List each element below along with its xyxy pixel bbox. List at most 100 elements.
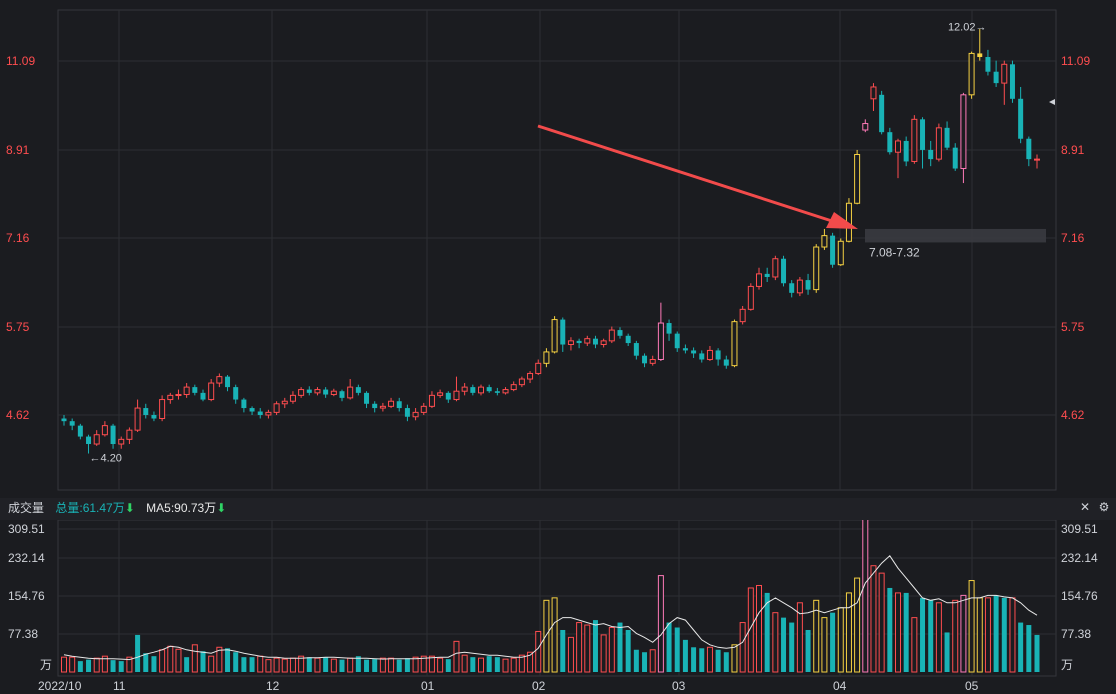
candle: [649, 355, 656, 366]
price-axis-label-right: 4.62: [1061, 408, 1085, 422]
volume-bar: [625, 629, 631, 672]
candle-body: [706, 349, 713, 360]
volume-bar: [928, 600, 934, 672]
time-axis-label: 02: [532, 679, 546, 693]
time-axis-label: 04: [833, 679, 847, 693]
candle: [126, 427, 133, 445]
candle: [183, 383, 190, 398]
candle-body: [372, 403, 378, 409]
volume-bar: [249, 657, 255, 672]
candle: [167, 392, 174, 404]
candle-body: [420, 405, 427, 413]
candle-body: [608, 329, 615, 342]
candle-body: [830, 235, 836, 265]
volume-bar: [314, 657, 321, 673]
volume-bar: [339, 659, 345, 672]
candle-body: [445, 392, 451, 400]
candle: [364, 391, 370, 409]
volume-bar: [968, 580, 975, 673]
volume-bar: [649, 649, 656, 673]
candle-body: [576, 340, 582, 344]
volume-bar: [151, 656, 157, 672]
candle: [576, 338, 582, 349]
volume-bar: [289, 657, 296, 673]
candle: [396, 397, 402, 412]
candle: [633, 340, 639, 360]
candle-body: [502, 389, 509, 394]
candle: [772, 255, 779, 281]
volume-bar: [200, 651, 206, 672]
volume-ma5: MA5:90.73万⬇: [146, 501, 227, 515]
volume-bar: [159, 649, 166, 673]
candle: [470, 384, 476, 396]
candle-body: [682, 348, 688, 351]
volume-bar: [437, 657, 444, 673]
candle: [118, 436, 125, 449]
candle: [478, 384, 484, 396]
candle-body: [796, 279, 803, 294]
candle: [314, 387, 321, 396]
candle: [86, 434, 92, 454]
candle: [420, 402, 427, 415]
candle-body: [208, 382, 215, 401]
volume-bar: [86, 659, 92, 672]
candle-body: [649, 358, 656, 364]
candle-body: [1009, 64, 1015, 99]
candle: [845, 198, 852, 243]
candle-body: [428, 394, 435, 407]
candle-body: [143, 408, 149, 415]
volume-panel-frame: [57, 519, 1057, 677]
volume-bar: [764, 592, 770, 672]
candle: [225, 375, 231, 392]
volume-bar: [379, 657, 386, 673]
price-axis-label-right: 11.09: [1061, 54, 1091, 68]
candle-body: [584, 338, 591, 344]
volume-bar: [845, 592, 852, 673]
gear-icon[interactable]: ⚙: [1098, 500, 1110, 514]
time-axis-label: 03: [672, 679, 686, 693]
candle-body: [879, 94, 885, 133]
volume-bar: [101, 655, 108, 673]
candle-body: [412, 411, 419, 418]
volume-bar: [617, 622, 623, 672]
time-axis-label: 01: [421, 679, 435, 693]
candle-body: [944, 127, 950, 148]
candle: [110, 423, 116, 449]
volume-bar: [830, 612, 836, 672]
candle-body: [364, 392, 370, 404]
candle: [567, 337, 574, 351]
volume-bar: [642, 652, 648, 672]
down-arrow-icon: ⬇: [124, 501, 135, 515]
candle-body: [699, 353, 705, 360]
volume-unit-right: 万: [1061, 658, 1074, 672]
volume-bar: [510, 657, 517, 673]
price-axis-label-left: 7.16: [6, 231, 30, 245]
volume-bar: [453, 640, 460, 673]
price-range-box: [865, 228, 1046, 243]
volume-bar: [143, 653, 149, 672]
volume-bar: [216, 646, 223, 673]
candle: [895, 138, 901, 179]
candle: [837, 238, 844, 266]
candle-body: [281, 400, 288, 405]
candle: [600, 338, 607, 348]
candle: [404, 404, 410, 422]
candle: [208, 379, 215, 402]
candle: [985, 49, 991, 76]
volume-bar: [772, 612, 779, 673]
volume-bar: [502, 658, 509, 673]
candle: [159, 395, 166, 422]
candle: [731, 319, 738, 368]
volume-bar: [257, 655, 264, 673]
volume-bar: [903, 592, 909, 672]
volume-bar: [543, 599, 550, 673]
close-icon[interactable]: ✕: [1079, 500, 1091, 514]
volume-axis-label-left: 232.14: [8, 551, 45, 565]
candle: [789, 280, 795, 298]
candle: [61, 415, 67, 426]
candle-body: [151, 415, 157, 419]
candle-body: [813, 246, 820, 291]
volume-bar: [1001, 597, 1007, 672]
volume-bar: [935, 602, 942, 673]
